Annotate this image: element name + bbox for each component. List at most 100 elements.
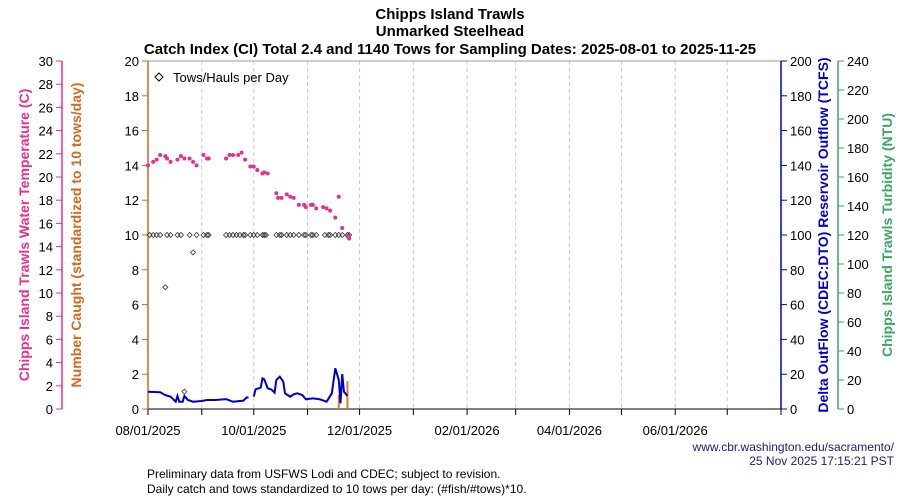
temperature-point	[340, 226, 345, 231]
tows-point	[205, 231, 212, 239]
x-tick-label: 02/01/2026	[435, 423, 500, 438]
turbidity-tick-label: 60	[847, 315, 861, 330]
legend-label: Tows/Hauls per Day	[173, 70, 289, 85]
temperature-point	[243, 157, 248, 162]
outflow-tick-label: 60	[790, 298, 804, 313]
temperature-tick-label: 14	[39, 240, 53, 255]
tows-point	[250, 231, 257, 239]
outflow-line	[147, 390, 249, 404]
temperature-point	[291, 195, 296, 200]
temperature-point	[276, 195, 281, 200]
catch-tick-label: 10	[125, 228, 139, 243]
temperature-tick-label: 6	[46, 332, 53, 347]
credit-url[interactable]: www.cbr.washington.edu/sacramento/	[692, 440, 895, 454]
temperature-point	[303, 205, 308, 210]
temperature-tick-label: 10	[39, 286, 53, 301]
temperature-tick-label: 28	[39, 77, 53, 92]
turbidity-tick-label: 200	[847, 112, 869, 127]
turbidity-tick-label: 140	[847, 199, 869, 214]
tows-point	[203, 231, 211, 239]
tows-point	[290, 231, 297, 239]
tows-point	[313, 231, 320, 239]
footer-note-2: Daily catch and tows standardized to 10 …	[147, 482, 527, 496]
turbidity-tick-label: 20	[847, 373, 861, 388]
outflow-tick-label: 200	[790, 54, 812, 69]
temperature-point	[151, 159, 156, 164]
temperature-tick-label: 0	[46, 402, 53, 417]
catch-tick-label: 0	[132, 402, 139, 417]
temperature-point	[154, 157, 159, 162]
tows-point	[222, 231, 230, 239]
tows-point	[254, 231, 261, 239]
tows-point	[276, 231, 283, 239]
outflow-tick-label: 160	[790, 124, 812, 139]
tows-point	[153, 231, 160, 239]
temperature-point	[178, 154, 183, 159]
temperature-point	[194, 163, 199, 168]
temperature-point	[288, 194, 293, 199]
data-marks	[146, 150, 353, 409]
temperature-tick-label: 4	[46, 356, 53, 371]
catch-tick-label: 14	[125, 158, 139, 173]
x-tick-label: 08/01/2025	[115, 423, 180, 438]
temperature-tick-label: 12	[39, 263, 53, 278]
temperature-tick-label: 18	[39, 193, 53, 208]
turbidity-tick-label: 120	[847, 228, 869, 243]
axes: 08/01/2025 10/01/2025 12/01/2025 02/01/2026…	[39, 54, 869, 438]
tows-point	[162, 284, 169, 291]
tows-point	[301, 231, 308, 239]
temperature-point	[182, 156, 187, 161]
turbidity-tick-label: 240	[847, 54, 869, 69]
tows-point	[295, 231, 302, 239]
chart-title-1: Chipps Island Trawls	[375, 6, 524, 23]
tows-point	[339, 231, 346, 239]
turbidity-tick-label: 160	[847, 170, 869, 185]
temperature-point	[279, 195, 284, 200]
temperature-point	[324, 206, 329, 211]
temperature-point	[239, 150, 244, 155]
tows-point	[181, 388, 188, 395]
tows-point	[325, 231, 332, 239]
temperature-point	[175, 157, 180, 162]
outflow-tick-label: 120	[790, 193, 812, 208]
temperature-tick-label: 24	[39, 124, 53, 139]
tows-point	[240, 231, 247, 239]
tows-point	[309, 231, 316, 239]
turbidity-tick-label: 80	[847, 286, 861, 301]
outflow-axis-label: Delta OutFlow (CDEC:DTO) Reservoir Outfl…	[815, 57, 831, 412]
temperature-tick-label: 26	[39, 100, 53, 115]
catch-tick-label: 16	[125, 124, 139, 139]
x-tick-label: 04/01/2026	[537, 423, 602, 438]
outflow-tick-label: 180	[790, 89, 812, 104]
footer-note-1: Preliminary data from USFWS Lodi and CDE…	[147, 467, 500, 481]
tows-point	[273, 231, 280, 239]
temperature-point	[328, 208, 333, 213]
tows-point	[327, 231, 334, 239]
tows-point	[278, 231, 285, 239]
temperature-axis-label: Chipps Island Trawls Water Temperature (…	[16, 89, 32, 382]
tows-point	[335, 231, 342, 239]
tows-point	[321, 231, 328, 239]
outflow-tick-label: 40	[790, 332, 804, 347]
tows-point	[186, 231, 193, 239]
tows-point	[283, 231, 290, 239]
temperature-point	[165, 156, 170, 161]
temperature-point	[236, 152, 241, 157]
outflow-line	[252, 367, 349, 404]
temperature-point	[191, 159, 196, 164]
outflow-tick-label: 100	[790, 228, 812, 243]
outflow-tick-label: 20	[790, 367, 804, 382]
tows-point	[177, 231, 185, 239]
temperature-point	[333, 215, 338, 220]
temperature-point	[314, 206, 319, 211]
turbidity-tick-label: 0	[847, 402, 854, 417]
tows-point	[193, 231, 200, 239]
temperature-point	[347, 236, 352, 241]
temperature-tick-label: 20	[39, 170, 53, 185]
temperature-point	[187, 156, 192, 161]
tows-point	[287, 231, 294, 239]
tows-point	[150, 231, 157, 239]
tows-point	[226, 231, 233, 239]
temperature-tick-label: 22	[39, 147, 53, 162]
